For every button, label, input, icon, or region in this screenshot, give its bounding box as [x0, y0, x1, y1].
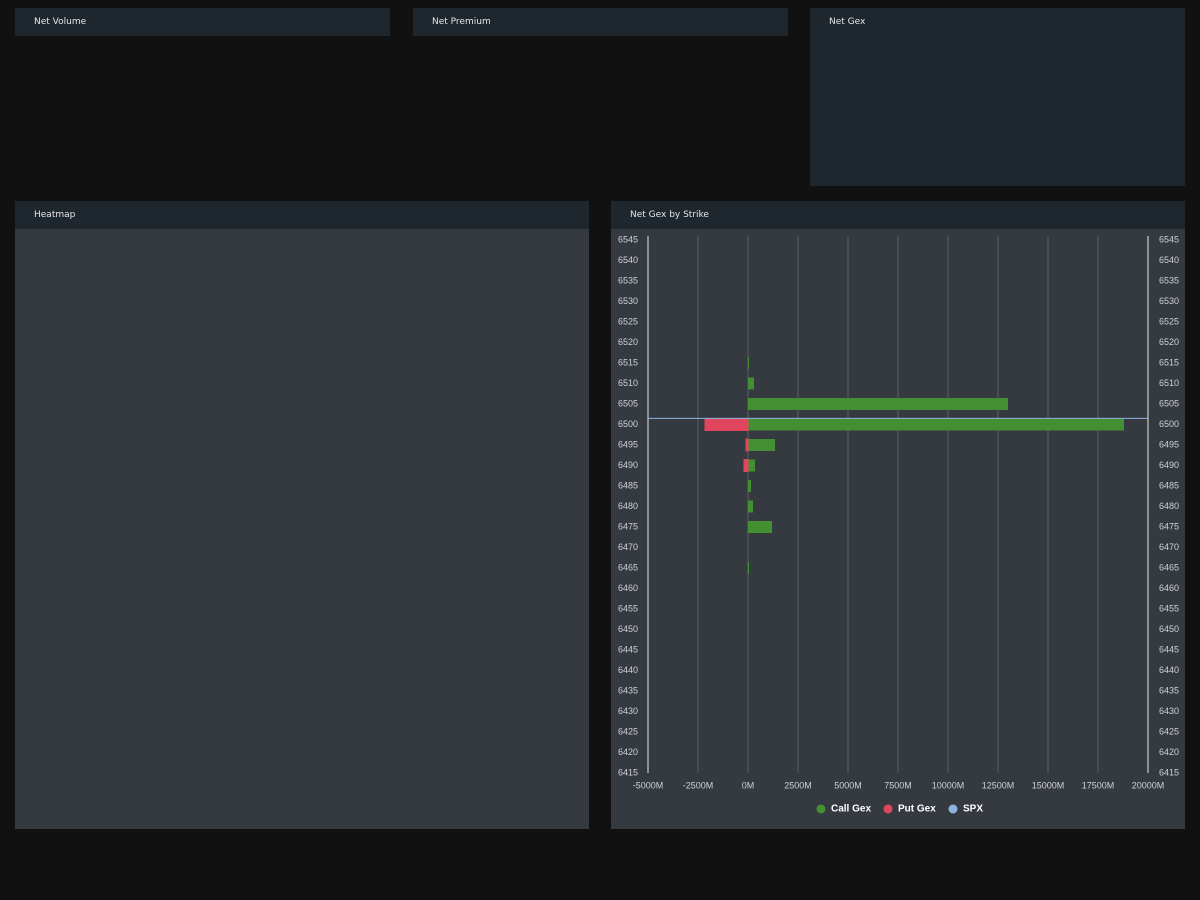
legend-label: Put Gex — [898, 804, 936, 815]
y-tick-label-right: 6525 — [1159, 316, 1179, 326]
bar — [748, 500, 753, 513]
y-tick-label: 6525 — [618, 316, 638, 326]
y-tick-label: 6515 — [618, 357, 638, 367]
y-tick-label: 6425 — [618, 726, 638, 736]
bar — [748, 480, 751, 492]
x-tick-label: 15000M — [1032, 780, 1065, 790]
legend-marker — [883, 804, 893, 814]
x-tick-label: 0M — [742, 780, 755, 790]
y-tick-label-right: 6455 — [1159, 603, 1179, 613]
bar — [748, 439, 775, 451]
y-tick-label: 6530 — [618, 296, 638, 306]
y-tick-label: 6535 — [618, 275, 638, 285]
y-tick-label-right: 6480 — [1159, 501, 1179, 511]
bar — [743, 459, 749, 472]
bar — [748, 521, 772, 533]
y-tick-label-right: 6490 — [1159, 460, 1179, 470]
y-tick-label: 6475 — [618, 521, 638, 531]
y-tick-label: 6465 — [618, 562, 638, 572]
y-tick-label: 6510 — [618, 378, 638, 388]
y-tick-label: 6450 — [618, 624, 638, 634]
panel-title: Net Gex — [810, 8, 1185, 36]
y-tick-label-right: 6470 — [1159, 542, 1179, 552]
y-tick-label-right: 6510 — [1159, 378, 1179, 388]
chart-body: -5000M -2500M 0M 2500M 5000M 7500M 10000M 12500… — [611, 229, 1185, 829]
x-tick-label: 7500M — [884, 780, 912, 790]
y-tick-label-right: 6450 — [1159, 624, 1179, 634]
panel-title: Heatmap — [15, 201, 589, 229]
y-tick-label-right: 6520 — [1159, 337, 1179, 347]
y-tick-label-right: 6535 — [1159, 275, 1179, 285]
y-tick-label: 6485 — [618, 480, 638, 490]
legend-marker — [816, 804, 826, 814]
y-tick-label-right: 6465 — [1159, 562, 1179, 572]
x-tick-label: 2500M — [784, 780, 812, 790]
y-tick-label-right: 6495 — [1159, 439, 1179, 449]
y-tick-label-right: 6540 — [1159, 255, 1179, 265]
y-tick-label: 6470 — [618, 542, 638, 552]
panel-title: Net Volume — [15, 8, 390, 36]
y-tick-label: 6480 — [618, 501, 638, 511]
y-tick-label-right: 6440 — [1159, 665, 1179, 675]
bar — [748, 418, 1124, 431]
y-tick-label: 6435 — [618, 685, 638, 695]
x-tick-label: 20000M — [1132, 780, 1165, 790]
y-tick-label: 6540 — [618, 255, 638, 265]
y-tick-label: 6455 — [618, 603, 638, 613]
y-tick-label-right: 6415 — [1159, 767, 1179, 777]
y-tick-label-right: 6475 — [1159, 521, 1179, 531]
y-tick-label-right: 6500 — [1159, 419, 1179, 429]
y-tick-label: 6460 — [618, 583, 638, 593]
y-tick-label: 6430 — [618, 706, 638, 716]
y-tick-label-right: 6545 — [1159, 234, 1179, 244]
net-premium-panel: Net Premium — [413, 8, 788, 36]
y-tick-label-right: 6430 — [1159, 706, 1179, 716]
y-tick-label: 6445 — [618, 644, 638, 654]
bar — [748, 357, 749, 369]
bar — [748, 398, 1008, 410]
y-tick-label: 6520 — [618, 337, 638, 347]
panel-title: Net Premium — [413, 8, 788, 36]
y-tick-label-right: 6515 — [1159, 357, 1179, 367]
net-volume-panel: Net Volume — [15, 8, 390, 36]
y-tick-label-right: 6435 — [1159, 685, 1179, 695]
y-tick-label: 6545 — [618, 234, 638, 244]
x-tick-label: 12500M — [982, 780, 1015, 790]
panel-title: Net Gex by Strike — [611, 201, 1185, 229]
bar — [748, 459, 755, 472]
y-tick-label-right: 6505 — [1159, 398, 1179, 408]
y-tick-label-right: 6530 — [1159, 296, 1179, 306]
net-gex-panel: Net Gex — [810, 8, 1185, 186]
bar — [745, 438, 749, 452]
y-tick-label-right: 6460 — [1159, 583, 1179, 593]
x-tick-label: 17500M — [1082, 780, 1115, 790]
legend-marker — [948, 804, 958, 814]
x-tick-label: -5000M — [633, 780, 664, 790]
y-tick-label-right: 6420 — [1159, 747, 1179, 757]
y-tick-label: 6420 — [618, 747, 638, 757]
y-tick-label-right: 6425 — [1159, 726, 1179, 736]
bar — [704, 418, 749, 431]
y-tick-label: 6415 — [618, 767, 638, 777]
legend-label: SPX — [963, 804, 983, 815]
gex-strike-panel: Net Gex by Strike -5000M -2500M 0M 2500M 500… — [611, 201, 1185, 829]
chart: -5000M -2500M 0M 2500M 5000M 7500M 10000M 12500… — [618, 234, 1179, 815]
heatmap-body — [15, 229, 589, 829]
y-tick-label: 6500 — [618, 419, 638, 429]
x-tick-label: -2500M — [683, 780, 714, 790]
bar — [748, 562, 749, 574]
x-tick-label: 10000M — [932, 780, 965, 790]
heatmap-panel: Heatmap — [15, 201, 589, 829]
y-tick-label-right: 6485 — [1159, 480, 1179, 490]
y-tick-label: 6495 — [618, 439, 638, 449]
y-tick-label: 6490 — [618, 460, 638, 470]
x-tick-label: 5000M — [834, 780, 862, 790]
legend-label: Call Gex — [831, 804, 871, 815]
bar — [748, 377, 754, 390]
y-tick-label: 6505 — [618, 398, 638, 408]
y-tick-label-right: 6445 — [1159, 644, 1179, 654]
y-tick-label: 6440 — [618, 665, 638, 675]
